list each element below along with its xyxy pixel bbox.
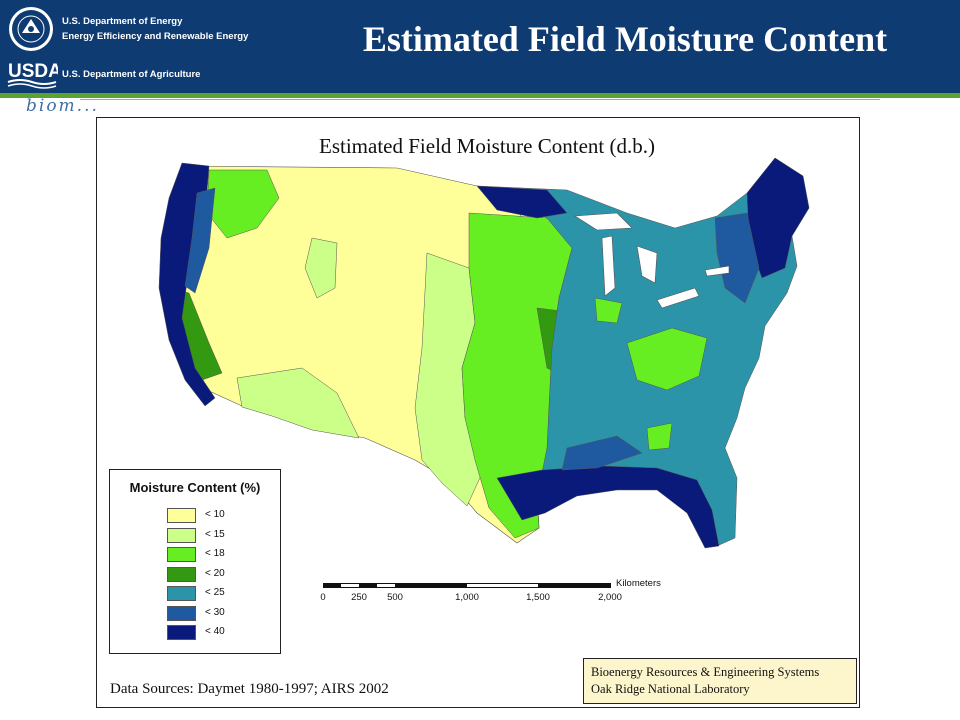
legend-label: < 40 [205, 626, 225, 637]
map-legend: Moisture Content (%) < 10 < 15 < 18 < 20 < 2… [109, 469, 281, 654]
region-pacific-blue [184, 187, 216, 294]
region-southeast-green [646, 422, 673, 451]
region-appalachian-green [626, 327, 708, 391]
legend-swatch [167, 566, 196, 582]
region-northeast-blue [714, 212, 760, 304]
legend-swatch [167, 586, 196, 601]
legend-swatch [167, 625, 196, 640]
legend-swatch [167, 547, 196, 562]
lake-erie [656, 287, 700, 309]
usda-logo-text: USDA [8, 61, 58, 82]
biomass-wordmark: biom... [26, 96, 99, 116]
scale-bar-graphic [323, 583, 611, 588]
credit-box: Bioenergy Resources & Engineering System… [583, 658, 857, 704]
green-divider [0, 93, 960, 98]
thin-divider [80, 99, 880, 100]
region-southwest-lightgreen [236, 367, 360, 439]
legend-swatch [167, 605, 196, 621]
scale-tick-label: 1,500 [526, 592, 550, 603]
legend-label: < 20 [205, 567, 225, 579]
legend-label: < 25 [205, 587, 225, 598]
scale-tick-label: 250 [351, 592, 367, 603]
lake-ontario [704, 265, 730, 277]
map-figure: Estimated Field Moisture Content (d.b.) [96, 117, 860, 708]
header-banner: U.S. Department of Energy Energy Efficie… [0, 0, 960, 93]
legend-title: Moisture Content (%) [129, 480, 261, 495]
eere-name: Energy Efficiency and Renewable Energy [62, 31, 249, 42]
scale-tick-label: 1,000 [455, 592, 479, 603]
legend-label: < 18 [205, 548, 225, 559]
doe-seal-icon [9, 7, 53, 51]
slide-title: Estimated Field Moisture Content [362, 19, 888, 59]
legend-swatch [167, 527, 196, 543]
region-southeast-blue [561, 435, 643, 471]
scale-tick-label: 2,000 [598, 592, 622, 603]
legend-label: < 10 [205, 509, 225, 520]
lake-huron [636, 245, 658, 284]
region-upper-midwest-wet [476, 185, 568, 219]
scale-tick-label: 500 [387, 592, 403, 603]
usda-name: U.S. Department of Agriculture [62, 69, 201, 80]
credit-line-2: Oak Ridge National Laboratory [591, 682, 750, 696]
lake-superior [574, 212, 633, 231]
region-rockies-lightgreen [304, 237, 338, 299]
scale-unit: Kilometers [616, 578, 661, 589]
usda-logo-icon: USDA [7, 61, 58, 89]
legend-swatch [167, 508, 196, 523]
doe-name: U.S. Department of Energy [62, 16, 183, 27]
us-moisture-map [158, 157, 810, 549]
lake-michigan [601, 235, 616, 297]
credit-line-1: Bioenergy Resources & Engineering System… [591, 665, 820, 679]
region-gulf-coast-wet [496, 465, 720, 549]
map-title: Estimated Field Moisture Content (d.b.) [319, 134, 655, 158]
legend-label: < 30 [205, 606, 225, 618]
scale-tick-label: 0 [320, 592, 326, 603]
data-sources: Data Sources: Daymet 1980-1997; AIRS 200… [110, 681, 389, 697]
region-ohio-green [594, 297, 623, 324]
legend-label: < 15 [205, 528, 225, 540]
